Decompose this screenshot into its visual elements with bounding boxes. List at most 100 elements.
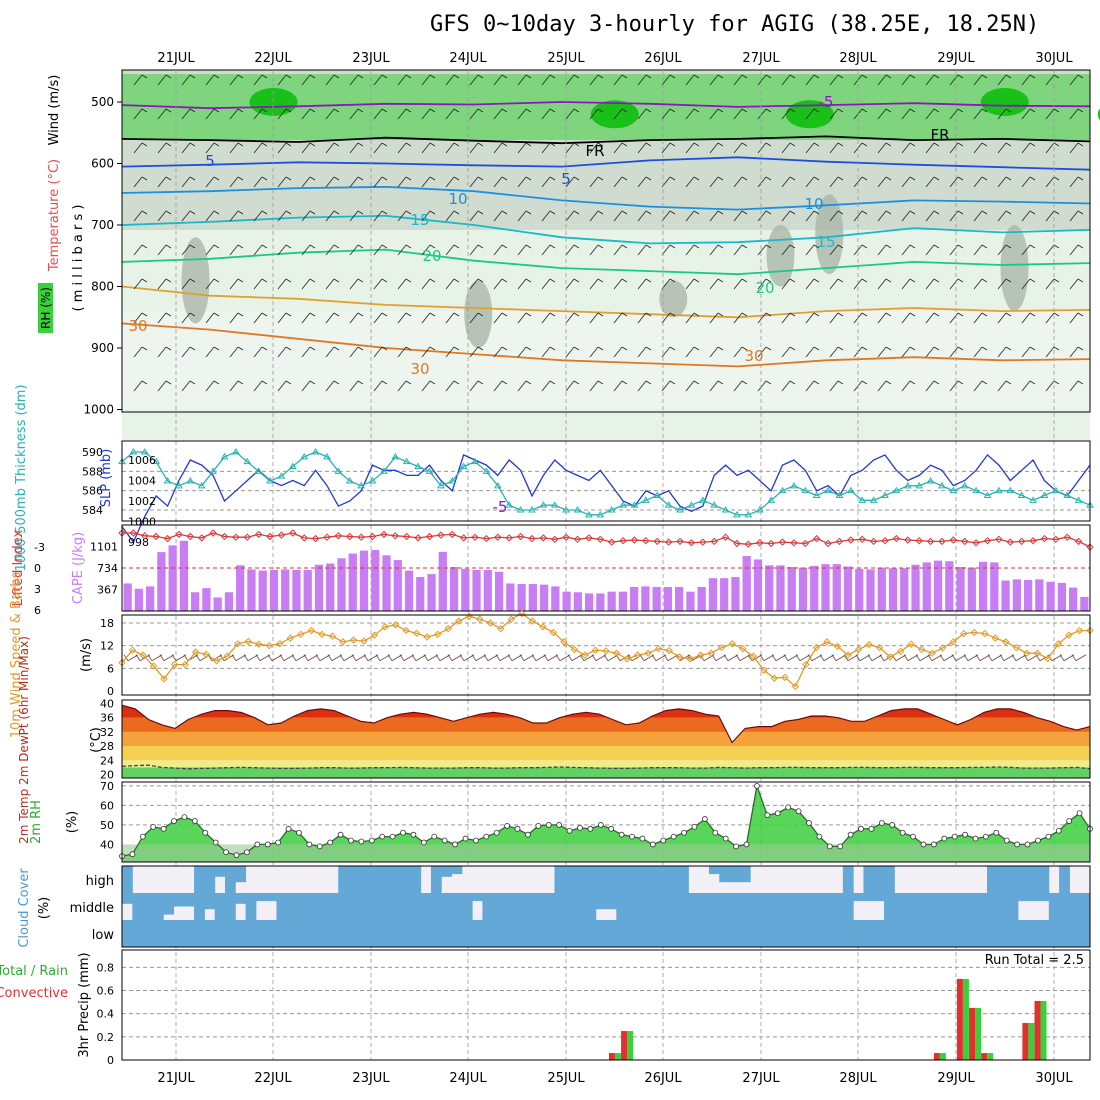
cloud-cell-low <box>750 920 761 947</box>
rh-line-marker <box>858 825 864 832</box>
wind-barb <box>951 654 967 662</box>
lifted-index-line-marker <box>459 534 468 542</box>
wind-speed-line-marker <box>960 629 968 638</box>
wind-speed-line-marker <box>665 646 673 655</box>
upper-wind-barb <box>373 312 388 324</box>
cape-bar <box>438 551 447 611</box>
lifted-index-line-marker <box>664 538 673 546</box>
cloud-cell-low <box>1079 920 1091 947</box>
wind-speed-line-marker <box>970 628 978 637</box>
slp-tick-label: 1000 <box>128 516 156 529</box>
cloud-cell-middle <box>935 893 947 920</box>
upper-wind-barb <box>757 244 772 256</box>
wind-speed-line-marker <box>1075 626 1084 635</box>
lifted-index-line-marker <box>562 533 570 541</box>
wind-barb <box>387 654 403 662</box>
temp-band <box>122 767 1090 778</box>
lifted-index-line-marker <box>152 532 160 541</box>
thickness-line-marker <box>664 501 673 508</box>
rh-line-marker <box>1076 810 1083 817</box>
cloud-cell-low <box>914 920 926 947</box>
rh-line-marker <box>420 839 427 846</box>
upper-wind-barb <box>757 210 772 222</box>
upper-wind-barb <box>805 346 820 358</box>
upper-wind-barb <box>445 278 460 290</box>
thickness-line-marker <box>414 462 422 469</box>
upper-wind-barb <box>469 74 484 86</box>
upper-wind-barb <box>253 74 268 86</box>
upper-wind-barb <box>277 312 292 324</box>
upper-wind-barb <box>181 108 196 120</box>
cape-bar <box>449 567 459 611</box>
upper-wind-barb <box>1069 74 1084 86</box>
thickness-line-marker <box>516 506 525 513</box>
cloud-cell-middle <box>472 893 483 902</box>
wind-unit: (m/s) <box>79 638 94 672</box>
cape-bar <box>1023 579 1033 611</box>
wind-speed-line-marker <box>802 660 810 669</box>
upper-wind-barb <box>421 210 436 222</box>
upper-wind-barb <box>373 244 388 256</box>
upper-wind-barb <box>637 74 652 86</box>
cape-bar <box>371 550 380 611</box>
wind-speed-line-marker <box>444 624 452 633</box>
upper-wind-barb <box>733 312 748 324</box>
lifted-index-line-marker <box>243 533 251 541</box>
upper-wind-barb <box>637 176 652 188</box>
cloud-cell-middle <box>1048 893 1060 920</box>
upper-wind-barb <box>373 108 388 120</box>
cloud-level-label: low <box>92 928 115 943</box>
upper-wind-barb <box>445 210 460 222</box>
upper-wind-barb <box>469 210 484 222</box>
lifted-index-line-marker <box>539 534 548 542</box>
precip-total-bar <box>987 1053 994 1060</box>
date-label-bottom: 27JUL <box>742 1071 780 1086</box>
upper-wind-barb <box>637 108 652 120</box>
cloud-cell-middle <box>801 893 813 920</box>
rh-line-marker <box>649 841 656 848</box>
upper-wind-barb <box>781 312 796 324</box>
isotherm-label: 10 <box>804 195 823 213</box>
thickness-line-marker <box>641 496 650 503</box>
upper-wind-barb <box>277 244 292 256</box>
cloud-cell-low <box>987 920 998 947</box>
wind-speed-line-marker <box>675 653 684 661</box>
upper-wind-barb <box>277 380 292 392</box>
wind-speed-line-marker <box>696 651 705 659</box>
upper-wind-barb <box>949 346 964 358</box>
upper-wind-barb <box>205 278 220 290</box>
wind-speed-line-marker <box>781 673 789 682</box>
upper-wind-barb <box>373 176 388 188</box>
date-label-bottom: 22JUL <box>254 1071 292 1086</box>
upper-wind-barb <box>157 346 172 358</box>
upper-wind-barb <box>493 176 508 188</box>
wind-speed-line-marker <box>718 643 726 652</box>
thickness-tick-label: 584 <box>82 504 103 517</box>
wind-speed-line-marker <box>212 657 221 665</box>
cloud-cell-middle <box>358 893 370 920</box>
thickness-line-marker <box>197 481 206 489</box>
rh-line-marker <box>191 818 198 824</box>
cloud-cell-middle <box>163 893 174 915</box>
thickness-line-marker <box>459 462 468 469</box>
cape-bar <box>1035 579 1044 611</box>
upper-wind-barb <box>229 210 244 222</box>
isotherm-25 <box>121 285 1091 319</box>
upper-wind-barb <box>829 176 844 188</box>
cloud-cell-middle <box>626 893 638 920</box>
lifted-index-line <box>122 532 1091 548</box>
wind-speed-line-marker <box>623 655 631 663</box>
upper-wind-barb <box>709 210 724 222</box>
rh-line-marker <box>837 843 844 850</box>
temp-ylabel: 2m Temp 2m DewPt (6hr Min/Max) <box>17 636 31 844</box>
cloud-cell-low <box>142 920 154 947</box>
upper-wind-barb <box>565 244 580 256</box>
upper-wind-barb <box>805 312 820 324</box>
cloud-cell-middle <box>400 893 411 920</box>
cloud-cell-high <box>585 866 597 893</box>
upper-wind-barb <box>973 380 988 392</box>
thickness-line-marker <box>425 467 434 474</box>
thickness-line-marker <box>323 452 331 460</box>
cape-bar <box>528 584 537 611</box>
upper-wind-barb <box>421 312 436 324</box>
